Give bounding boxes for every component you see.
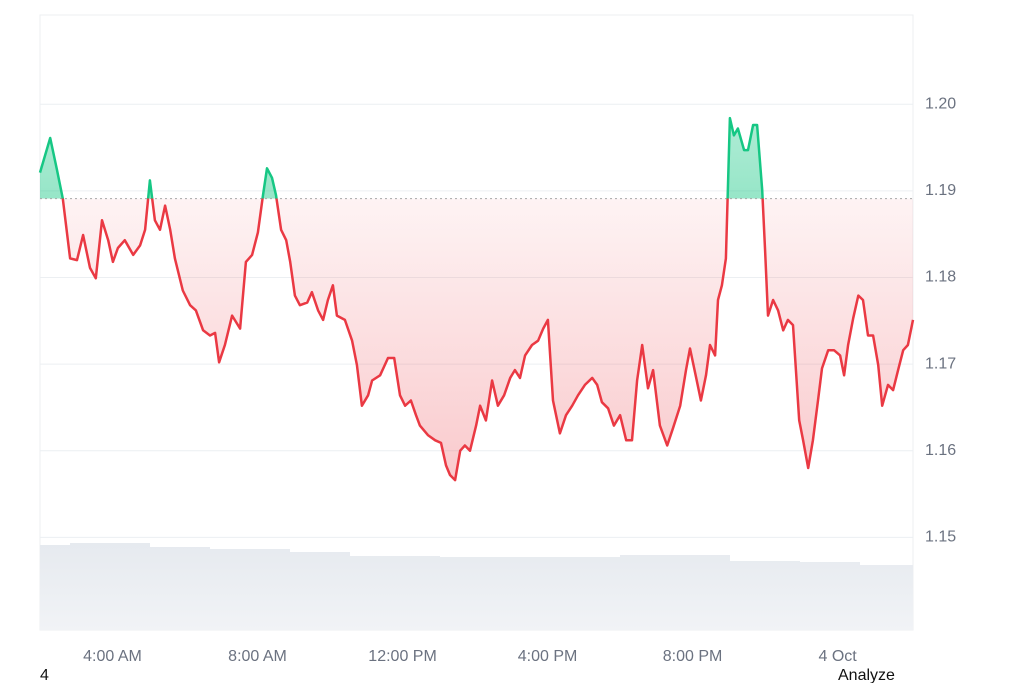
- x-tick-label: 4 Oct: [818, 648, 857, 665]
- y-tick-label: 1.15: [925, 529, 956, 546]
- x-tick-label: 8:00 AM: [228, 648, 287, 665]
- x-tick-label: 4:00 PM: [518, 648, 578, 665]
- footer-right: Analyze: [838, 667, 895, 683]
- footer-left: 4: [40, 667, 49, 683]
- y-tick-label: 1.17: [925, 355, 956, 372]
- y-tick-label: 1.16: [925, 442, 956, 459]
- y-tick-label: 1.18: [925, 269, 956, 286]
- price-line: [38, 116, 915, 482]
- volume-background: [40, 543, 913, 630]
- y-tick-label: 1.19: [925, 182, 956, 199]
- x-tick-label: 8:00 PM: [663, 648, 723, 665]
- x-tick-label: 4:00 AM: [83, 648, 142, 665]
- y-tick-label: 1.20: [925, 95, 956, 112]
- area: [40, 118, 913, 481]
- x-tick-label: 12:00 PM: [368, 648, 436, 665]
